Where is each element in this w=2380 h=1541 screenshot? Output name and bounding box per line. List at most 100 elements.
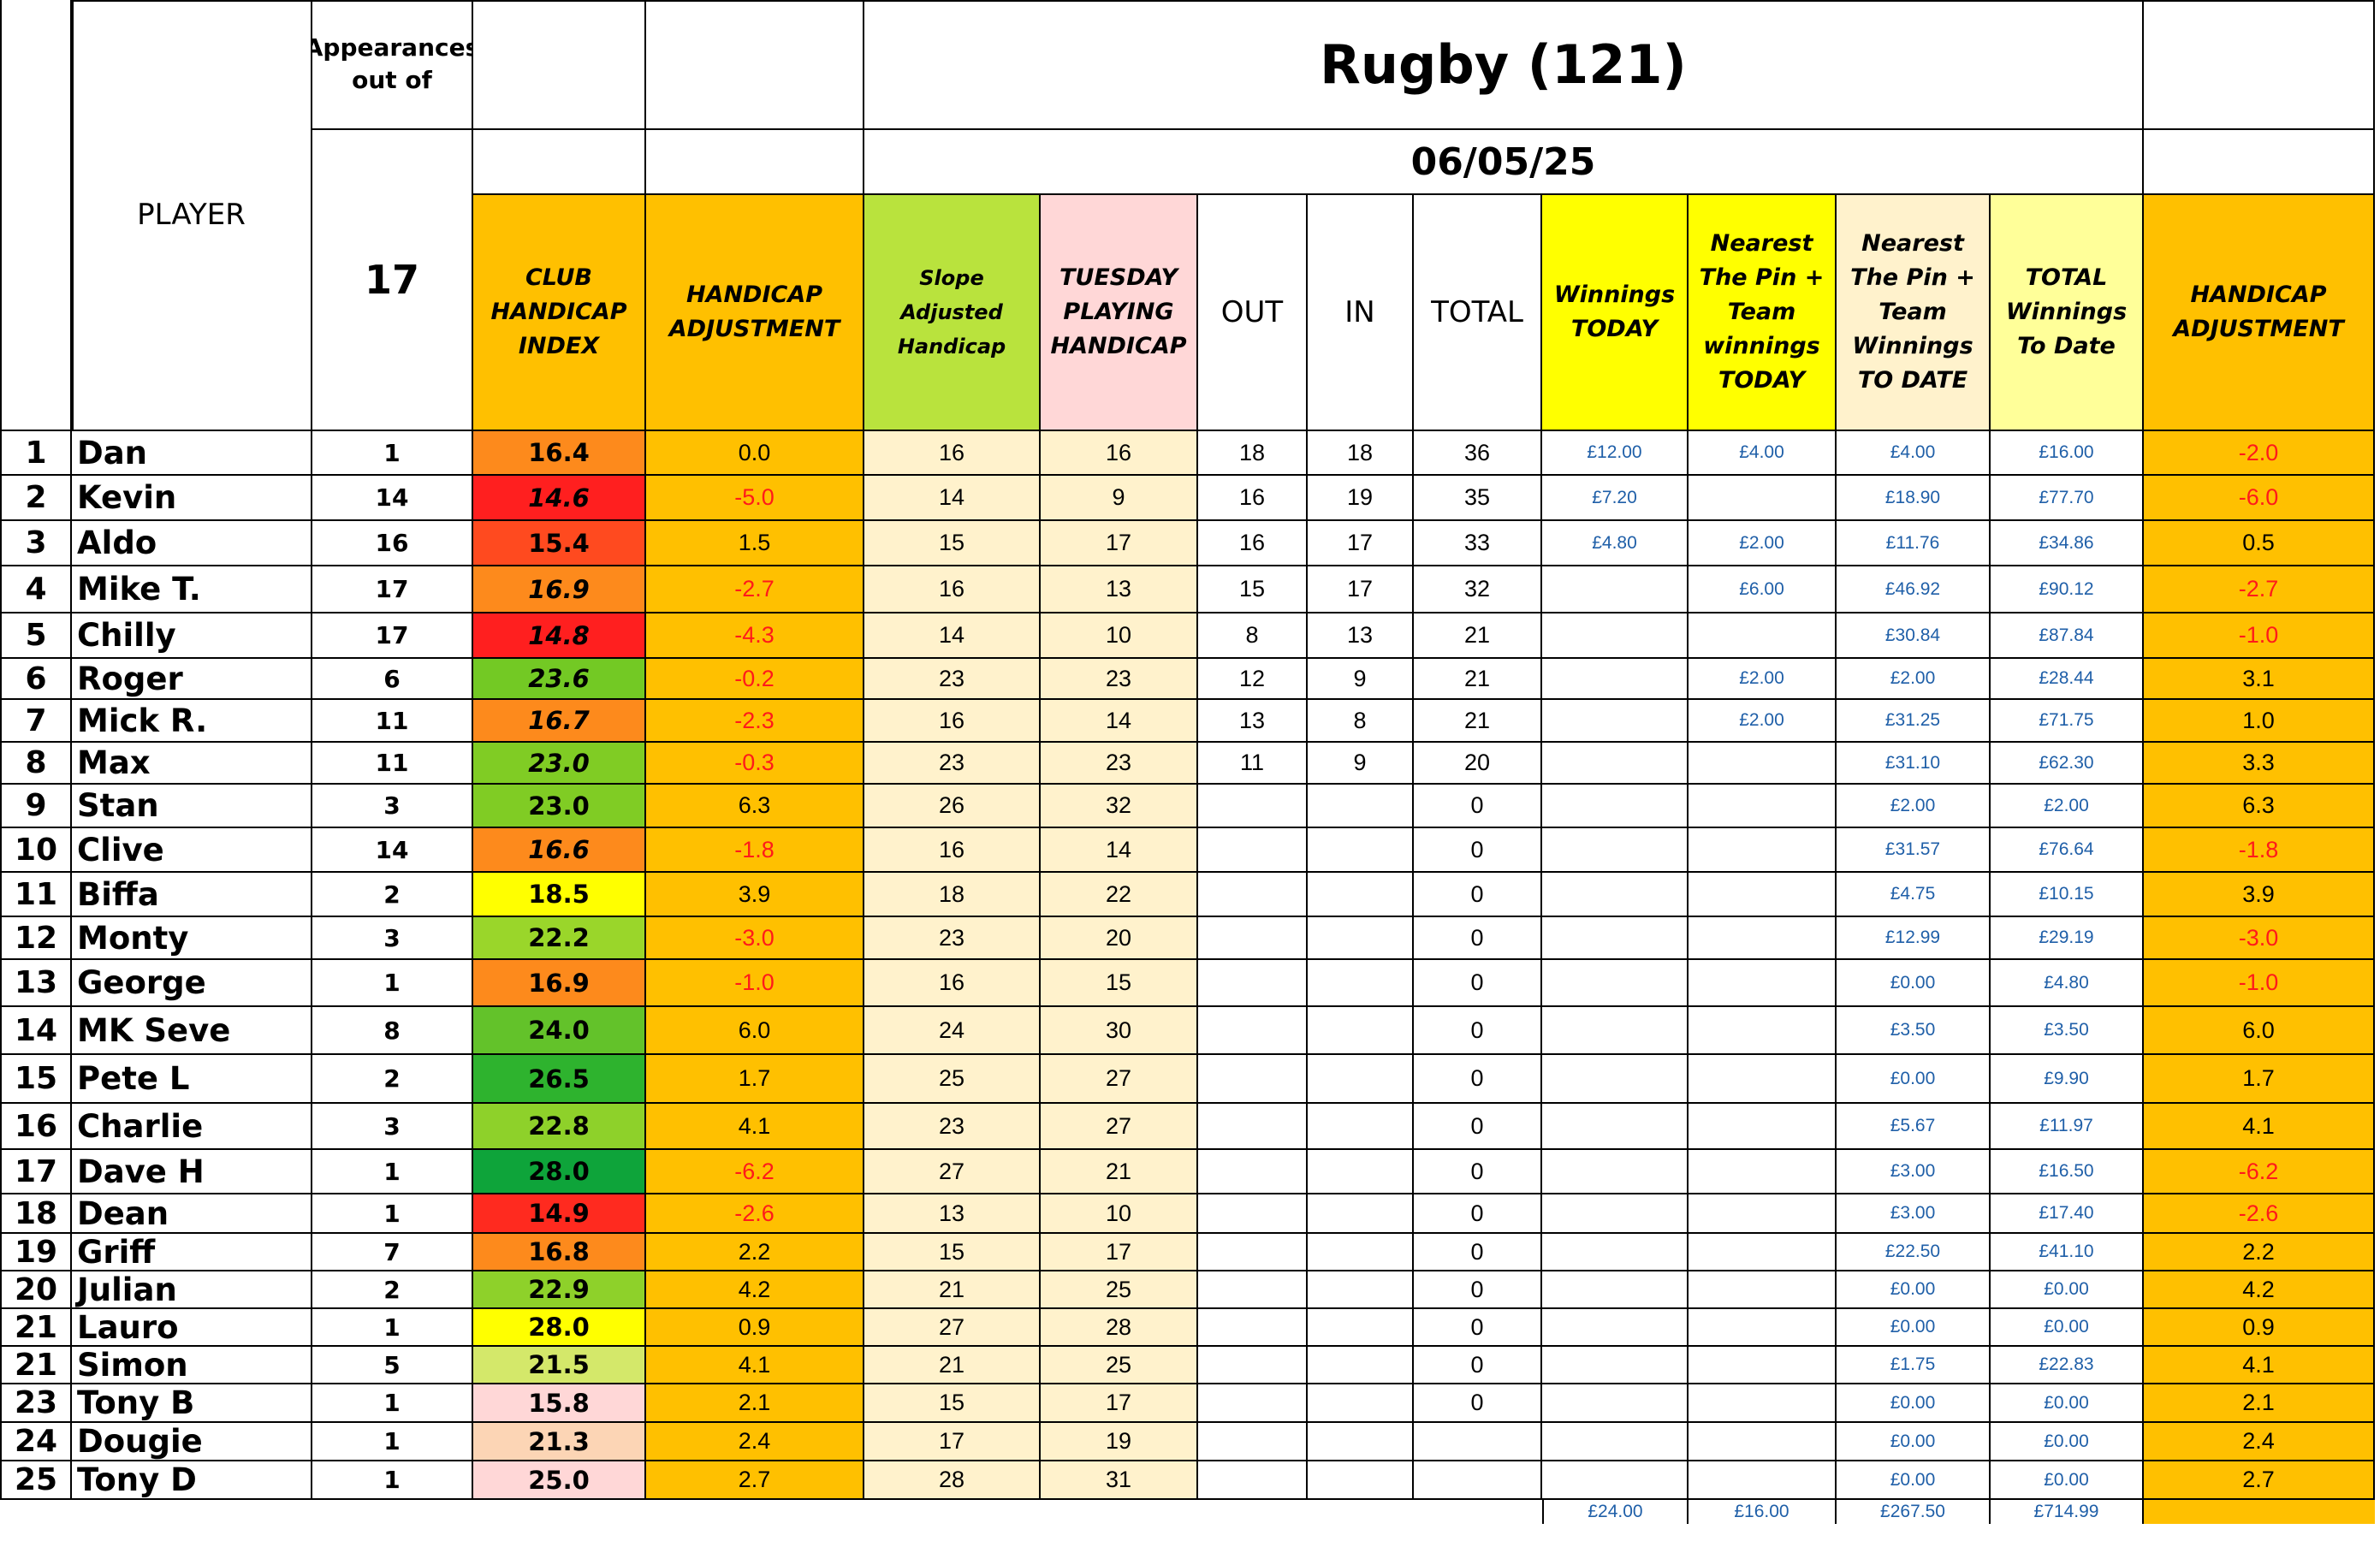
handicap-adjustment: -5.0 — [646, 476, 864, 521]
slope-adjusted-handicap: 23 — [864, 917, 1041, 960]
score-out — [1198, 1423, 1308, 1461]
slope-adjusted-handicap: 14 — [864, 613, 1041, 659]
score-out — [1198, 1309, 1308, 1347]
slope-adjusted-handicap: 13 — [864, 1194, 1041, 1234]
ntp-team-today — [1689, 1150, 1837, 1194]
score-total: 0 — [1414, 1194, 1542, 1234]
player-name: George — [72, 960, 312, 1007]
row-number: 15 — [0, 1055, 72, 1104]
player-name: Simon — [72, 1347, 312, 1384]
ntp-team-today — [1689, 1234, 1837, 1271]
slope-adjusted-handicap: 23 — [864, 1104, 1041, 1150]
col-header-winnings-today: Winnings TODAY — [1542, 195, 1689, 431]
handicap-adjustment-2: 4.1 — [2144, 1104, 2375, 1150]
row-number: 1 — [0, 431, 72, 476]
score-out: 16 — [1198, 521, 1308, 566]
score-in — [1308, 1234, 1414, 1271]
winnings-today — [1542, 613, 1689, 659]
score-total — [1414, 1461, 1542, 1500]
ntp-team-to-date: £0.00 — [1837, 1461, 1991, 1500]
score-in: 17 — [1308, 521, 1414, 566]
ntp-team-to-date: £0.00 — [1837, 1309, 1991, 1347]
tuesday-playing-handicap: 10 — [1041, 1194, 1198, 1234]
score-out — [1198, 1104, 1308, 1150]
handicap-adjustment-2: 4.2 — [2144, 1271, 2375, 1309]
score-total: 0 — [1414, 1055, 1542, 1104]
winnings-today — [1542, 1309, 1689, 1347]
ntp-team-to-date: £31.25 — [1837, 700, 1991, 743]
ntp-team-to-date: £46.92 — [1837, 566, 1991, 613]
score-total: 0 — [1414, 1271, 1542, 1309]
ntp-team-today: £6.00 — [1689, 566, 1837, 613]
player-name: Dave H — [72, 1150, 312, 1194]
club-handicap-index: 14.9 — [473, 1194, 646, 1234]
handicap-adjustment-2: -2.6 — [2144, 1194, 2375, 1234]
row-number: 3 — [0, 521, 72, 566]
club-handicap-index: 21.3 — [473, 1423, 646, 1461]
club-handicap-index: 24.0 — [473, 1007, 646, 1055]
ntp-team-today — [1689, 476, 1837, 521]
col-header-tuesday-playing: TUESDAY PLAYING HANDICAP — [1041, 195, 1198, 431]
ntp-team-today — [1689, 1384, 1837, 1423]
slope-adjusted-handicap: 16 — [864, 960, 1041, 1007]
score-in — [1308, 960, 1414, 1007]
slope-adjusted-handicap: 26 — [864, 785, 1041, 828]
top-border — [72, 0, 2375, 2]
score-out: 15 — [1198, 566, 1308, 613]
total-ntp-today: £16.00 — [1689, 1500, 1837, 1524]
club-handicap-index: 14.8 — [473, 613, 646, 659]
appearances-count: 11 — [312, 743, 473, 785]
handicap-adjustment-2: -2.7 — [2144, 566, 2375, 613]
total-ntp-to-date: £267.50 — [1837, 1500, 1991, 1524]
ntp-team-to-date: £2.00 — [1837, 659, 1991, 700]
handicap-adjustment: 0.0 — [646, 431, 864, 476]
tuesday-playing-handicap: 21 — [1041, 1150, 1198, 1194]
ntp-team-to-date: £1.75 — [1837, 1347, 1991, 1384]
col-header-handicap-adjustment: HANDICAP ADJUSTMENT — [646, 195, 864, 431]
handicap-adjustment-2: 3.3 — [2144, 743, 2375, 785]
handicap-adjustment: -0.3 — [646, 743, 864, 785]
row-number: 11 — [0, 873, 72, 917]
row-number: 24 — [0, 1423, 72, 1461]
appearances-count: 1 — [312, 1309, 473, 1347]
score-in — [1308, 1150, 1414, 1194]
ntp-team-to-date: £31.57 — [1837, 828, 1991, 873]
appearances-count: 1 — [312, 1461, 473, 1500]
handicap-adjustment-2: -3.0 — [2144, 917, 2375, 960]
blank-header-cell — [646, 130, 864, 195]
winnings-today — [1542, 828, 1689, 873]
handicap-adjustment: 0.9 — [646, 1309, 864, 1347]
slope-adjusted-handicap: 23 — [864, 659, 1041, 700]
slope-adjusted-handicap: 21 — [864, 1271, 1041, 1309]
appearances-count: 1 — [312, 1423, 473, 1461]
col-header-player: PLAYER — [72, 0, 312, 431]
totals-row-adjustment-fill — [2144, 1500, 2375, 1524]
player-name: Dougie — [72, 1423, 312, 1461]
player-name: Dan — [72, 431, 312, 476]
row-number: 8 — [0, 743, 72, 785]
winnings-today — [1542, 743, 1689, 785]
slope-adjusted-handicap: 27 — [864, 1150, 1041, 1194]
handicap-adjustment-2: 4.1 — [2144, 1347, 2375, 1384]
ntp-team-today — [1689, 1309, 1837, 1347]
club-handicap-index: 22.8 — [473, 1104, 646, 1150]
score-in: 9 — [1308, 659, 1414, 700]
score-out — [1198, 1194, 1308, 1234]
col-header-total: TOTAL — [1414, 195, 1542, 431]
handicap-adjustment-2: 2.4 — [2144, 1423, 2375, 1461]
ntp-team-to-date: £0.00 — [1837, 1423, 1991, 1461]
score-out: 11 — [1198, 743, 1308, 785]
appearances-label: Appearances out of — [312, 0, 473, 130]
tuesday-playing-handicap: 17 — [1041, 1234, 1198, 1271]
score-in — [1308, 1271, 1414, 1309]
score-in — [1308, 1007, 1414, 1055]
score-total: 0 — [1414, 785, 1542, 828]
winnings-today — [1542, 1055, 1689, 1104]
handicap-adjustment: -3.0 — [646, 917, 864, 960]
winnings-today — [1542, 1007, 1689, 1055]
row-number: 25 — [0, 1461, 72, 1500]
total-winnings-to-date: £62.30 — [1991, 743, 2144, 785]
winnings-today — [1542, 1150, 1689, 1194]
score-total — [1414, 1423, 1542, 1461]
appearances-count: 1 — [312, 1384, 473, 1423]
